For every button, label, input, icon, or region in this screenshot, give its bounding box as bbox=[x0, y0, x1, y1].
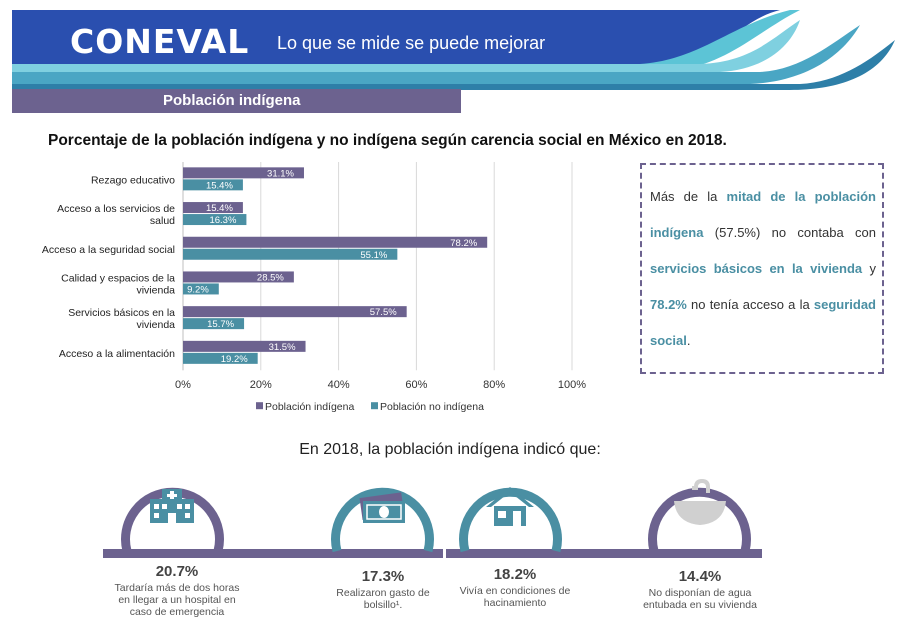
legend-swatch bbox=[256, 402, 263, 410]
connector-line bbox=[446, 549, 762, 558]
section-bar bbox=[12, 89, 461, 113]
category-label: Acceso a la alimentación bbox=[59, 348, 175, 360]
infographic-title: En 2018, la población indígena indicó qu… bbox=[299, 441, 601, 458]
callout-text: Más de la bbox=[650, 189, 727, 204]
stat-desc-line: hacinamiento bbox=[483, 597, 547, 609]
money-icon bbox=[359, 492, 405, 523]
x-tick-label: 0% bbox=[175, 379, 191, 391]
stat-desc-line: Vivía en condiciones de bbox=[459, 585, 571, 597]
bar bbox=[183, 318, 245, 330]
bar bbox=[183, 236, 488, 248]
data-label: 31.5% bbox=[269, 342, 296, 353]
tagline: Lo que se mide se puede mejorar bbox=[277, 33, 546, 53]
category-label: Acceso a la seguridad social bbox=[42, 244, 175, 256]
category-label: vivienda bbox=[136, 319, 175, 331]
callout-highlight: servicios básicos en la vivienda bbox=[650, 261, 863, 276]
bar bbox=[183, 179, 243, 191]
legend-label: Población no indígena bbox=[380, 401, 484, 413]
callout-highlight: seguridad social bbox=[650, 297, 876, 348]
chart-title: Porcentaje de la población indígena y no… bbox=[48, 132, 727, 149]
circle-sink bbox=[648, 478, 751, 553]
category-label: Acceso a los servicios de bbox=[57, 203, 175, 215]
bar-chart: 0% 20% 40% 60% 80% 100% Rezago educativo 31.1% 1… bbox=[42, 162, 586, 413]
stat-desc-line: Tardaría más de dos horas bbox=[114, 582, 240, 594]
circle-house bbox=[459, 487, 562, 553]
x-tick-label: 20% bbox=[250, 379, 272, 391]
section-title: Población indígena bbox=[163, 92, 301, 109]
coneval-logo: CONEVAL bbox=[70, 22, 250, 61]
callout-box: Más de la mitad de la población indígena… bbox=[640, 163, 884, 374]
bar bbox=[183, 202, 243, 214]
circle-money bbox=[331, 487, 434, 553]
infographic bbox=[103, 478, 762, 558]
stat-desc-line: bolsillo¹. bbox=[363, 599, 403, 611]
bar bbox=[183, 214, 247, 226]
category-label: Calidad y espacios de la bbox=[61, 272, 175, 284]
bar bbox=[183, 248, 398, 260]
bar bbox=[183, 352, 258, 364]
header-banner bbox=[0, 0, 900, 90]
stat-value: 14.4% bbox=[678, 568, 722, 585]
callout-highlight: mitad de la población indígena bbox=[650, 189, 876, 240]
x-tick-label: 80% bbox=[483, 379, 505, 391]
x-tick-label: 60% bbox=[405, 379, 427, 391]
stat-value: 20.7% bbox=[155, 563, 199, 580]
data-label: 55.1% bbox=[360, 250, 387, 261]
data-label: 31.1% bbox=[267, 168, 294, 179]
stat-desc-line: No disponían de agua bbox=[648, 587, 752, 599]
bar bbox=[183, 167, 304, 179]
data-label: 15.4% bbox=[206, 180, 233, 191]
circle-hospital bbox=[121, 487, 224, 553]
stat-value: 18.2% bbox=[493, 566, 537, 583]
data-label: 9.2% bbox=[187, 284, 209, 295]
stat-sink: 14.4% No disponían de agua entubada en s… bbox=[620, 568, 780, 611]
bar bbox=[183, 271, 294, 283]
legend-swatch bbox=[371, 402, 378, 410]
callout-text: no tenía acceso a la bbox=[686, 297, 814, 312]
x-tick-label: 40% bbox=[328, 379, 350, 391]
category-label: salud bbox=[150, 215, 175, 227]
stat-hospital: 20.7% Tardaría más de dos horas en llega… bbox=[92, 563, 262, 618]
stat-desc-line: en llegar a un hospital en bbox=[118, 594, 236, 606]
callout-text: (57.5%) no contaba con bbox=[703, 225, 876, 240]
callout-text: . bbox=[686, 333, 691, 348]
data-label: 15.7% bbox=[207, 319, 234, 330]
house-icon bbox=[486, 487, 534, 526]
legend-label: Población indígena bbox=[265, 401, 354, 413]
stat-desc-line: caso de emergencia bbox=[129, 606, 225, 618]
data-label: 28.5% bbox=[257, 272, 284, 283]
bar bbox=[183, 340, 306, 352]
data-label: 57.5% bbox=[370, 307, 397, 318]
stat-value: 17.3% bbox=[361, 568, 405, 585]
stat-house: 18.2% Vivía en condiciones de hacinamien… bbox=[440, 566, 590, 609]
connector-line bbox=[103, 549, 443, 558]
hospital-icon bbox=[150, 489, 194, 523]
sink-icon bbox=[674, 478, 726, 525]
data-label: 19.2% bbox=[221, 354, 248, 365]
data-label: 15.4% bbox=[206, 203, 233, 214]
category-label: vivienda bbox=[136, 284, 175, 296]
category-label: Servicios básicos en la bbox=[68, 307, 175, 319]
data-label: 16.3% bbox=[209, 215, 236, 226]
stat-money: 17.3% Realizaron gasto de bolsillo¹. bbox=[313, 568, 453, 611]
x-tick-label: 100% bbox=[558, 379, 586, 391]
stat-desc-line: Realizaron gasto de bbox=[336, 587, 430, 599]
callout-highlight: 78.2% bbox=[650, 297, 687, 312]
bar bbox=[183, 283, 219, 295]
bar bbox=[183, 306, 407, 318]
category-label: Rezago educativo bbox=[91, 174, 175, 186]
data-label: 78.2% bbox=[450, 238, 477, 249]
stat-desc-line: entubada en su vivienda bbox=[643, 599, 757, 611]
callout-text: y bbox=[862, 261, 876, 276]
